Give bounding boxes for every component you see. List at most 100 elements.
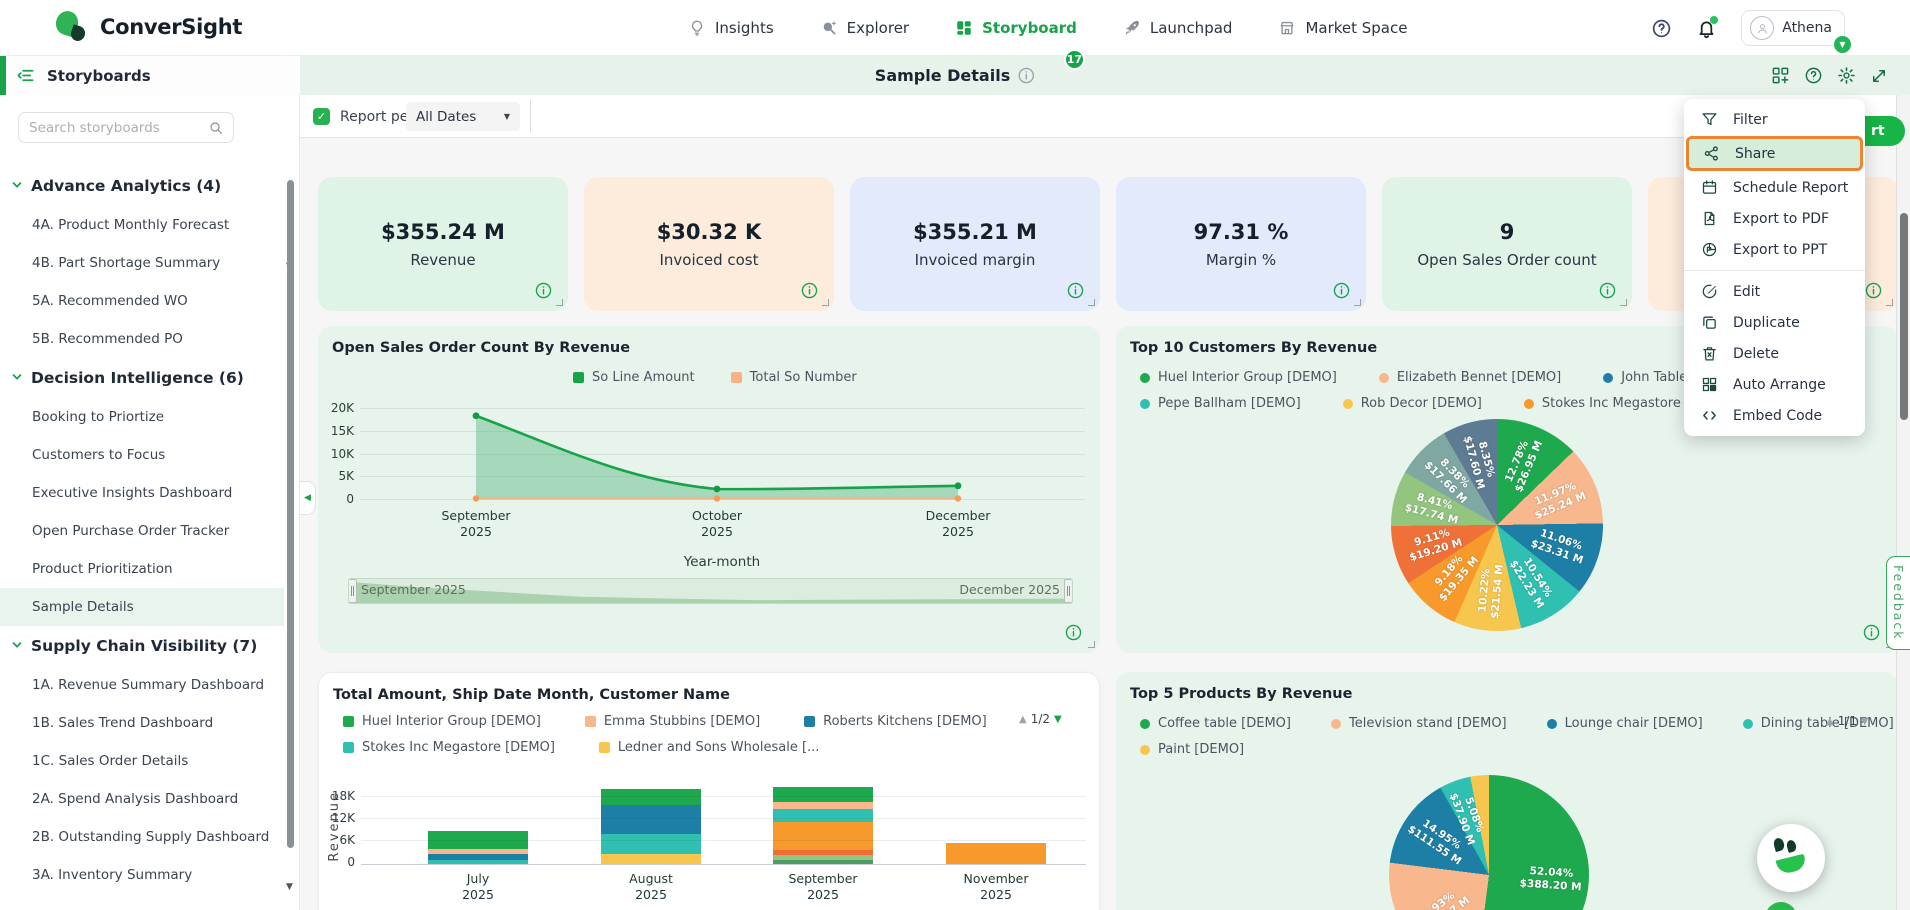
scrollbar-thumb[interactable] [1900,213,1908,420]
line-chart-plot[interactable] [360,404,1085,504]
nav-item-storyboard[interactable]: Storyboard17 [955,19,1077,37]
legend-item-coffee-table-demo[interactable]: Coffee table [DEMO] [1140,716,1291,731]
legend-item-ledner-and-sons-wholesale[interactable]: Ledner and Sons Wholesale [... [599,740,820,755]
info-icon[interactable] [1067,282,1084,299]
menu-item-schedule-report[interactable]: Schedule Report [1684,172,1865,203]
fullscreen-icon[interactable] [1870,67,1888,85]
menu-item-embed-code[interactable]: Embed Code [1684,400,1865,431]
sidebar-item-5b-recommended-po[interactable]: 5B. Recommended PO [0,320,300,358]
sidebar-item-1b-sales-trend-dashboard[interactable]: 1B. Sales Trend Dashboard [0,704,300,742]
kpi-card-invoiced-cost[interactable]: $30.32 KInvoiced cost [584,177,834,311]
menu-item-edit[interactable]: Edit [1684,276,1865,307]
legend-item-huel-interior-group-demo[interactable]: Huel Interior Group [DEMO] [343,714,541,729]
stacked-bar-july-2025[interactable] [428,831,528,864]
slider-handle-left[interactable] [348,579,357,603]
feedback-tab[interactable]: Feedback [1886,556,1910,650]
report-period-checkbox[interactable]: ✓ [313,108,330,125]
sidebar-item-3a-inventory-summary[interactable]: 3A. Inventory Summary [0,856,300,894]
nav-item-market-space[interactable]: Market Space [1278,19,1407,37]
legend-item-paint-demo[interactable]: Paint [DEMO] [1140,742,1244,757]
legend-item-total-so-number[interactable]: Total So Number [731,370,857,385]
page-down-icon[interactable]: ▼ [1054,714,1062,725]
nav-item-launchpad[interactable]: Launchpad [1123,19,1233,37]
menu-item-export-to-ppt[interactable]: Export to PPT [1684,234,1865,265]
sidebar-item-product-prioritization[interactable]: Product Prioritization [0,550,300,588]
legend-item-dining-table-demo[interactable]: Dining table [DEMO] [1743,716,1894,731]
add-widget-icon[interactable] [1771,66,1790,85]
search-icon[interactable] [208,120,224,136]
stacked-bar-august-2025[interactable] [601,789,701,864]
menu-item-delete[interactable]: Delete [1684,338,1865,369]
stacked-bar-november-2025[interactable] [946,843,1046,864]
sidebar-item-2b-outstanding-supply-dashboard[interactable]: 2B. Outstanding Supply Dashboard [0,818,300,856]
info-icon[interactable] [801,282,818,299]
pie-chart[interactable] [1391,419,1603,631]
pie-chart[interactable] [1389,775,1589,910]
page-down-icon[interactable]: ▼ [1861,716,1869,727]
kpi-card-margin[interactable]: 97.31 %Margin % [1116,177,1366,311]
info-icon[interactable] [1333,282,1350,299]
user-menu[interactable]: Athena ▼ [1741,10,1845,46]
sidebar-item-2a-spend-analysis-dashboard[interactable]: 2A. Spend Analysis Dashboard [0,780,300,818]
sidebar-item-1a-revenue-summary-dashboard[interactable]: 1A. Revenue Summary Dashboard [0,666,300,704]
date-range-dropdown[interactable]: All Dates ▼ [406,102,520,131]
menu-item-duplicate[interactable]: Duplicate [1684,307,1865,338]
nav-item-explorer[interactable]: Explorer [820,19,909,37]
search-input[interactable] [29,120,208,136]
sidebar-item-customers-to-focus[interactable]: Customers to Focus [0,436,300,474]
conversight-logo[interactable]: ConverSight [56,10,242,44]
sidebar-item-5a-recommended-wo[interactable]: 5A. Recommended WO [0,282,300,320]
page-info-icon[interactable] [1018,67,1035,84]
kpi-card-invoiced-margin[interactable]: $355.21 MInvoiced margin [850,177,1100,311]
menu-item-filter[interactable]: Filter [1684,104,1865,135]
legend-item-rob-decor-demo[interactable]: Rob Decor [DEMO] [1343,396,1482,411]
conversight-fab[interactable] [1757,824,1825,892]
legend-item-roberts-kitchens-demo[interactable]: Roberts Kitchens [DEMO] [804,714,987,729]
legend-item-huel-interior-group-demo[interactable]: Huel Interior Group [DEMO] [1140,370,1337,385]
nav-item-insights[interactable]: Insights [688,19,774,37]
legend-item-lounge-chair-demo[interactable]: Lounge chair [DEMO] [1547,716,1703,731]
info-icon[interactable] [1863,624,1880,641]
info-icon[interactable] [535,282,552,299]
notifications-bell-icon[interactable] [1696,18,1717,39]
tree-group-decision-intelligence-6[interactable]: Decision Intelligence (6) [0,358,300,398]
legend-item-so-line-amount[interactable]: So Line Amount [573,370,695,385]
slider-handle-right[interactable] [1064,579,1073,603]
collapse-sidebar-icon[interactable] [16,66,35,85]
legend-item-stokes-inc-megastore-demo[interactable]: Stokes Inc Megastore [DEMO] [343,740,555,755]
sidebar-item-open-purchase-order-tracker[interactable]: Open Purchase Order Tracker [0,512,300,550]
page-up-icon[interactable]: ▲ [1826,716,1834,727]
tree-group-advance-analytics-4[interactable]: Advance Analytics (4) [0,166,300,206]
legend-item-television-stand-demo[interactable]: Television stand [DEMO] [1331,716,1507,731]
storyboard-search[interactable] [18,112,234,143]
legend-item-emma-stubbins-demo[interactable]: Emma Stubbins [DEMO] [585,714,760,729]
stacked-bar-september-2025[interactable] [773,787,873,864]
info-icon[interactable] [1065,624,1082,641]
chart-card-total-amount[interactable]: Total Amount, Ship Date Month, Customer … [318,672,1100,910]
toolbar-help-icon[interactable] [1804,66,1823,85]
sidebar-collapse-handle[interactable]: ◀ [300,481,316,515]
chart-card-open-sales-order[interactable]: Open Sales Order Count By Revenue So Lin… [318,326,1100,653]
chart-range-slider[interactable]: September 2025December 2025 [348,578,1073,604]
menu-item-export-to-pdf[interactable]: Export to PDF [1684,203,1865,234]
settings-gear-icon[interactable] [1837,66,1856,85]
sidebar-item-1c-sales-order-details[interactable]: 1C. Sales Order Details [0,742,300,780]
sidebar-item-executive-insights-dashboard[interactable]: Executive Insights Dashboard [0,474,300,512]
info-icon[interactable] [1865,282,1882,299]
info-icon[interactable] [1599,282,1616,299]
legend-item-elizabeth-bennet-demo[interactable]: Elizabeth Bennet [DEMO] [1379,370,1561,385]
sidebar-item-4b-part-shortage-summary[interactable]: 4B. Part Shortage Summary [0,244,300,282]
kpi-card-revenue[interactable]: $355.24 MRevenue [318,177,568,311]
scroll-down-icon[interactable]: ▼ [286,882,293,892]
sidebar-item-sample-details[interactable]: Sample Details [0,588,284,626]
menu-item-share[interactable]: Share [1686,136,1863,171]
legend-item-pepe-ballham-demo[interactable]: Pepe Ballham [DEMO] [1140,396,1301,411]
sidebar-item-booking-to-priortize[interactable]: Booking to Priortize [0,398,300,436]
sidebar-scrollbar[interactable] [287,180,294,848]
help-icon[interactable] [1651,18,1672,39]
menu-item-auto-arrange[interactable]: Auto Arrange [1684,369,1865,400]
tree-group-supply-chain-visibility-7[interactable]: Supply Chain Visibility (7) [0,626,300,666]
page-up-icon[interactable]: ▲ [1019,714,1027,725]
kpi-card-open-sales-order-count[interactable]: 9Open Sales Order count [1382,177,1632,311]
page-scrollbar[interactable] [1896,95,1910,910]
